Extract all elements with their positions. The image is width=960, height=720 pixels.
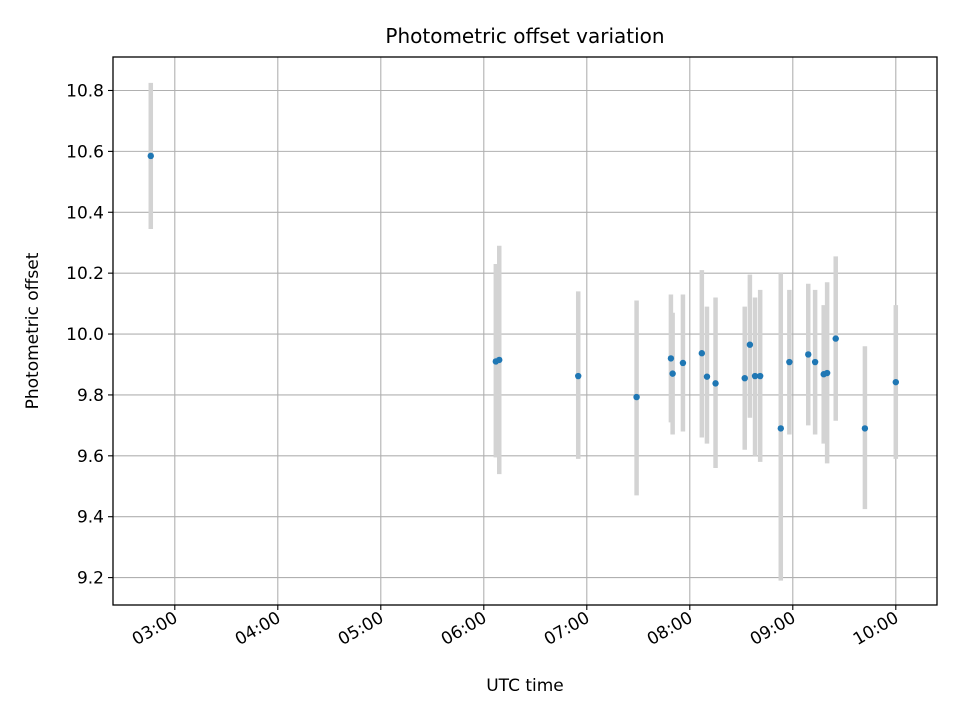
y-tick-label: 10.8 <box>66 81 104 101</box>
y-axis-ticks: 9.2 9.4 9.6 9.8 10.0 10.2 10.4 10.6 10.8 <box>66 81 113 589</box>
data-point <box>741 374 748 382</box>
x-axis-label: UTC time <box>486 676 564 696</box>
data-point <box>496 356 503 364</box>
y-axis-label: Photometric offset <box>23 252 43 409</box>
data-point <box>703 373 711 380</box>
data-point <box>746 341 754 348</box>
data-point <box>786 358 793 366</box>
data-point <box>756 372 764 380</box>
y-tick-label: 10.2 <box>66 264 104 284</box>
data-point <box>698 350 706 357</box>
data-point <box>832 335 839 342</box>
data-point <box>823 369 831 377</box>
y-tick-label: 10.0 <box>66 325 104 345</box>
data-point <box>669 370 676 377</box>
data-point <box>147 152 154 160</box>
data-point <box>633 393 640 401</box>
y-tick-label: 9.2 <box>77 569 104 589</box>
y-tick-label: 9.4 <box>77 508 104 528</box>
data-point <box>861 425 869 432</box>
data-point <box>712 380 719 387</box>
data-point <box>667 355 675 362</box>
data-point <box>777 425 784 432</box>
chart-title: Photometric offset variation <box>385 24 664 48</box>
data-point <box>811 358 819 366</box>
plot-frame <box>112 56 938 606</box>
data-point <box>892 378 899 386</box>
y-tick-label: 9.6 <box>77 447 104 467</box>
data-point <box>805 351 812 358</box>
y-tick-label: 9.8 <box>77 386 104 406</box>
data-point <box>575 372 582 380</box>
data-point <box>679 359 687 367</box>
data-points <box>147 152 899 432</box>
plot-area <box>113 57 937 605</box>
y-tick-label: 10.4 <box>66 203 104 223</box>
y-tick-label: 10.6 <box>66 142 104 162</box>
data-point <box>751 372 759 380</box>
